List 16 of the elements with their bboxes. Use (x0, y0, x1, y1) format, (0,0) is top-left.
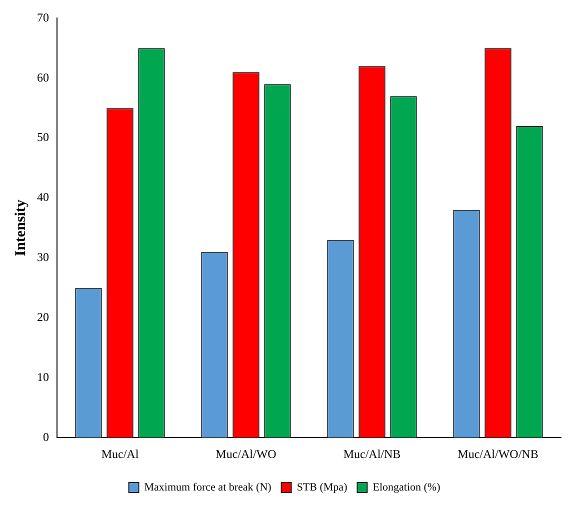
legend-label: Elongation (%) (372, 481, 441, 494)
x-tick-label: Muc/Al/NB (343, 446, 401, 461)
x-tick-label: Muc/Al/WO (216, 446, 277, 461)
y-tick-label: 60 (37, 70, 49, 84)
x-tick-label: Muc/Al/WO/NB (458, 446, 538, 461)
y-tick-label: 70 (37, 10, 49, 24)
y-axis-title: Intensity (12, 199, 29, 256)
y-tick-label: 30 (37, 250, 49, 264)
y-tick-label: 0 (43, 430, 49, 444)
legend-label: Maximum force at break (N) (144, 481, 272, 494)
y-tick-label: 20 (37, 310, 49, 324)
y-tick-label: 40 (37, 190, 49, 204)
y-tick-label: 50 (37, 130, 49, 144)
x-tick-label: Muc/Al (101, 446, 140, 461)
y-tick-label: 10 (37, 370, 49, 384)
legend-label: STB (Mpa) (296, 481, 348, 494)
